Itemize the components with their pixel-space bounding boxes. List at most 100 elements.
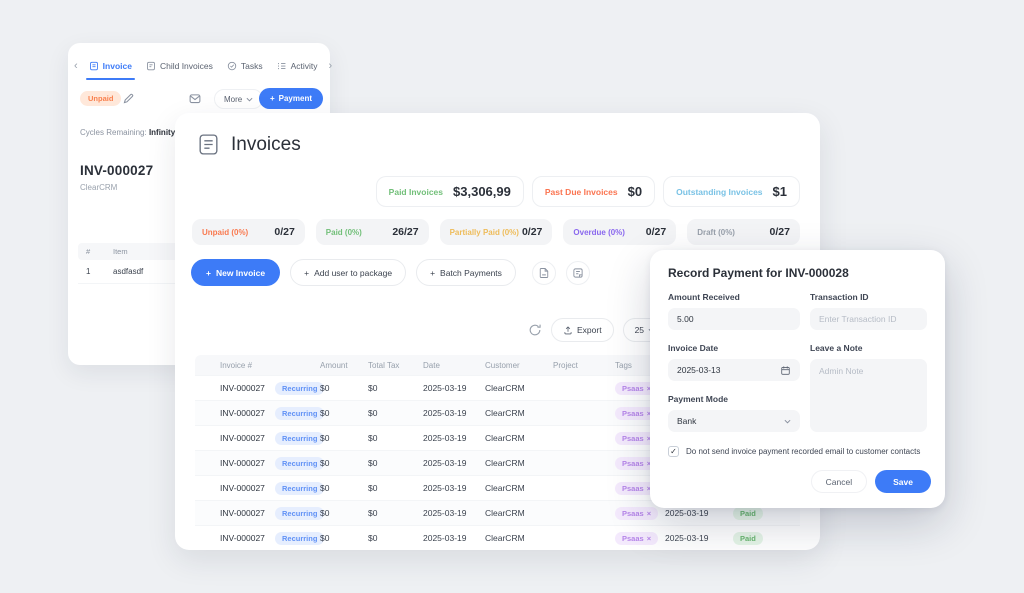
filter-chip-draft[interactable]: Draft (0%) 0/27	[687, 219, 800, 245]
tag-remove-icon[interactable]: ×	[646, 383, 652, 393]
filter-chip-paid[interactable]: Paid (0%) 26/27	[315, 219, 429, 245]
invoice-number-cell[interactable]: INV-000027	[220, 408, 265, 418]
date-cell: 2025-03-19	[423, 458, 467, 468]
payment-mode-value: Bank	[677, 416, 697, 426]
amount-cell: $0	[320, 383, 330, 393]
invoice-number-cell[interactable]: INV-000027	[220, 508, 265, 518]
amount-received-field: Amount Received	[668, 292, 800, 330]
export-button[interactable]: Export	[551, 318, 614, 342]
invoices-header-icon	[196, 132, 221, 157]
filter-chip-unpaid[interactable]: Unpaid (0%) 0/27	[192, 219, 305, 245]
filter-chip-overdue[interactable]: Overdue (0%) 0/27	[563, 219, 677, 245]
customer-cell: ClearCRM	[485, 458, 525, 468]
more-button[interactable]: More	[214, 89, 264, 109]
filter-chip-label: Partially Paid (0%)	[449, 227, 519, 237]
payment-mode-select[interactable]: Bank	[668, 410, 800, 432]
tag-remove-icon[interactable]: ×	[646, 433, 652, 443]
transaction-id-input[interactable]	[810, 308, 927, 330]
payment-form: Amount Received Transaction ID Invoice D…	[668, 292, 927, 432]
detail-action-row: Unpaid More + Payment	[68, 88, 330, 112]
tab-tasks-label: Tasks	[240, 61, 263, 71]
payment-mode-field: Payment Mode Bank	[668, 394, 800, 432]
invoice-table-row[interactable]: INV-000027 Recurring $0 $0 2025-03-19 Cl…	[195, 525, 800, 550]
invoice-number-cell[interactable]: INV-000027	[220, 533, 265, 543]
invoice-customer-name: ClearCRM	[80, 183, 118, 192]
cycles-remaining: Cycles Remaining: Infinity	[80, 128, 175, 137]
recurring-badge: Recurring	[275, 406, 325, 420]
tag-badge[interactable]: Psaas ×	[615, 456, 659, 470]
batch-payments-button[interactable]: + Batch Payments	[416, 259, 516, 286]
amount-cell: $0	[320, 458, 330, 468]
new-invoice-label: New Invoice	[215, 267, 266, 278]
date-cell: 2025-03-19	[423, 483, 467, 493]
tab-activity[interactable]: Activity	[270, 52, 325, 80]
checkbox-checked-icon: ✓	[670, 446, 677, 456]
tag-badge[interactable]: Psaas ×	[615, 381, 659, 395]
tag-remove-icon[interactable]: ×	[646, 483, 652, 493]
tabs-next-icon[interactable]: ›	[328, 60, 333, 72]
invoice-number-cell[interactable]: INV-000027	[220, 483, 265, 493]
tab-invoice[interactable]: Invoice	[82, 52, 139, 80]
stats-row: Paid Invoices $3,306,99 Past Due Invoice…	[375, 176, 800, 207]
email-icon[interactable]	[188, 92, 202, 105]
modal-footer: Cancel Save	[810, 470, 931, 493]
cancel-button[interactable]: Cancel	[810, 470, 868, 493]
tab-tasks[interactable]: Tasks	[220, 52, 270, 80]
amount-cell: $0	[320, 433, 330, 443]
tag-remove-icon[interactable]: ×	[646, 533, 652, 543]
tab-child-invoices[interactable]: Child Invoices	[139, 52, 220, 80]
detail-tabbar: ‹ Invoice Child Invoices Tasks Activity …	[70, 52, 332, 80]
tag-remove-icon[interactable]: ×	[646, 458, 652, 468]
customer-cell: ClearCRM	[485, 508, 525, 518]
customer-cell: ClearCRM	[485, 533, 525, 543]
notes-button[interactable]	[565, 260, 590, 285]
new-invoice-button[interactable]: + New Invoice	[191, 259, 281, 286]
refresh-icon[interactable]	[528, 323, 542, 337]
payment-button[interactable]: + Payment	[258, 88, 323, 109]
more-label: More	[224, 94, 243, 104]
page-size-value: 25	[634, 325, 645, 335]
column-header: Date	[423, 360, 440, 370]
tag-remove-icon[interactable]: ×	[646, 408, 652, 418]
invoice-date-input[interactable]: 2025-03-13	[668, 359, 800, 381]
invoice-number-cell[interactable]: INV-000027	[220, 383, 265, 393]
filter-chip-label: Overdue (0%)	[573, 227, 625, 237]
tag-remove-icon[interactable]: ×	[646, 508, 652, 518]
invoice-number-cell[interactable]: INV-000027	[220, 433, 265, 443]
tag-badge[interactable]: Psaas ×	[615, 431, 659, 445]
filter-chip-label: Draft (0%)	[697, 227, 735, 237]
email-consent-label: Do not send invoice payment recorded ema…	[686, 447, 921, 456]
do-not-send-email-checkbox[interactable]: ✓	[668, 446, 679, 457]
filter-chip-partially[interactable]: Partially Paid (0%) 0/27	[439, 219, 553, 245]
total-tax-cell: $0	[368, 483, 378, 493]
recurring-badge: Recurring	[275, 506, 325, 520]
invoice-number-cell[interactable]: INV-000027	[220, 458, 265, 468]
plus-icon: +	[430, 267, 436, 278]
add-user-to-package-button[interactable]: + Add user to package	[290, 259, 407, 286]
amount-received-input[interactable]	[668, 308, 800, 330]
status-badge: Unpaid	[80, 91, 122, 106]
tag-badge[interactable]: Psaas ×	[615, 406, 659, 420]
filter-chip-count: 26/27	[392, 226, 419, 238]
export-pdf-button[interactable]	[531, 260, 556, 285]
due-date-cell: 2025-03-19	[665, 533, 709, 543]
plus-icon: +	[269, 94, 275, 103]
export-label: Export	[577, 325, 602, 335]
stat-paid-value: $3,306,99	[453, 184, 511, 199]
tag-badge[interactable]: Psaas ×	[615, 531, 659, 545]
admin-note-textarea[interactable]	[810, 359, 927, 432]
page-title: Invoices	[231, 134, 301, 155]
date-cell: 2025-03-19	[423, 433, 467, 443]
customer-cell: ClearCRM	[485, 408, 525, 418]
invoice-date-value: 2025-03-13	[677, 365, 721, 375]
tabs-prev-icon[interactable]: ‹	[74, 60, 78, 72]
transaction-id-field: Transaction ID	[810, 292, 927, 330]
save-button[interactable]: Save	[875, 470, 931, 493]
stat-outstanding-invoices: Outstanding Invoices $1	[663, 176, 800, 207]
amount-received-label: Amount Received	[668, 292, 740, 302]
edit-icon[interactable]	[122, 92, 135, 105]
tag-badge[interactable]: Psaas ×	[615, 506, 659, 520]
total-tax-cell: $0	[368, 533, 378, 543]
tag-badge[interactable]: Psaas ×	[615, 481, 659, 495]
